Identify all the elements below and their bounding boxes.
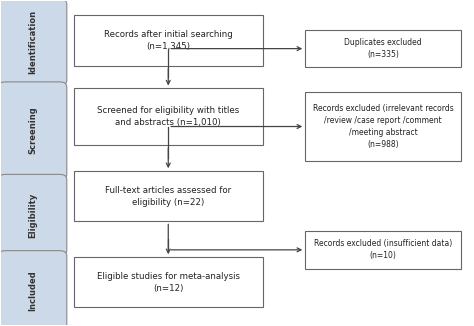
- FancyBboxPatch shape: [0, 0, 67, 85]
- FancyBboxPatch shape: [0, 82, 67, 179]
- Text: Records excluded (insufficient data)
(n=10): Records excluded (insufficient data) (n=…: [314, 239, 452, 260]
- Text: Screened for eligibility with titles
and abstracts (n=1,010): Screened for eligibility with titles and…: [97, 106, 239, 127]
- FancyBboxPatch shape: [74, 15, 263, 66]
- Text: Included: Included: [28, 270, 37, 311]
- FancyBboxPatch shape: [74, 257, 263, 307]
- Text: Duplicates excluded
(n=335): Duplicates excluded (n=335): [344, 38, 422, 59]
- FancyBboxPatch shape: [74, 88, 263, 145]
- Text: Eligibility: Eligibility: [28, 192, 37, 238]
- FancyBboxPatch shape: [305, 92, 461, 161]
- FancyBboxPatch shape: [74, 171, 263, 221]
- FancyBboxPatch shape: [0, 251, 67, 326]
- FancyBboxPatch shape: [305, 231, 461, 269]
- Text: Identification: Identification: [28, 10, 37, 74]
- Text: Records excluded (irrelevant records
/review /case report /comment
/meeting abst: Records excluded (irrelevant records /re…: [313, 104, 454, 149]
- FancyBboxPatch shape: [305, 30, 461, 67]
- FancyBboxPatch shape: [0, 174, 67, 256]
- Text: Records after initial searching
(n=1,345): Records after initial searching (n=1,345…: [104, 30, 233, 51]
- Text: Full-text articles assessed for
eligibility (n=22): Full-text articles assessed for eligibil…: [105, 186, 231, 207]
- Text: Screening: Screening: [28, 107, 37, 155]
- Text: Eligible studies for meta-analysis
(n=12): Eligible studies for meta-analysis (n=12…: [97, 272, 240, 293]
